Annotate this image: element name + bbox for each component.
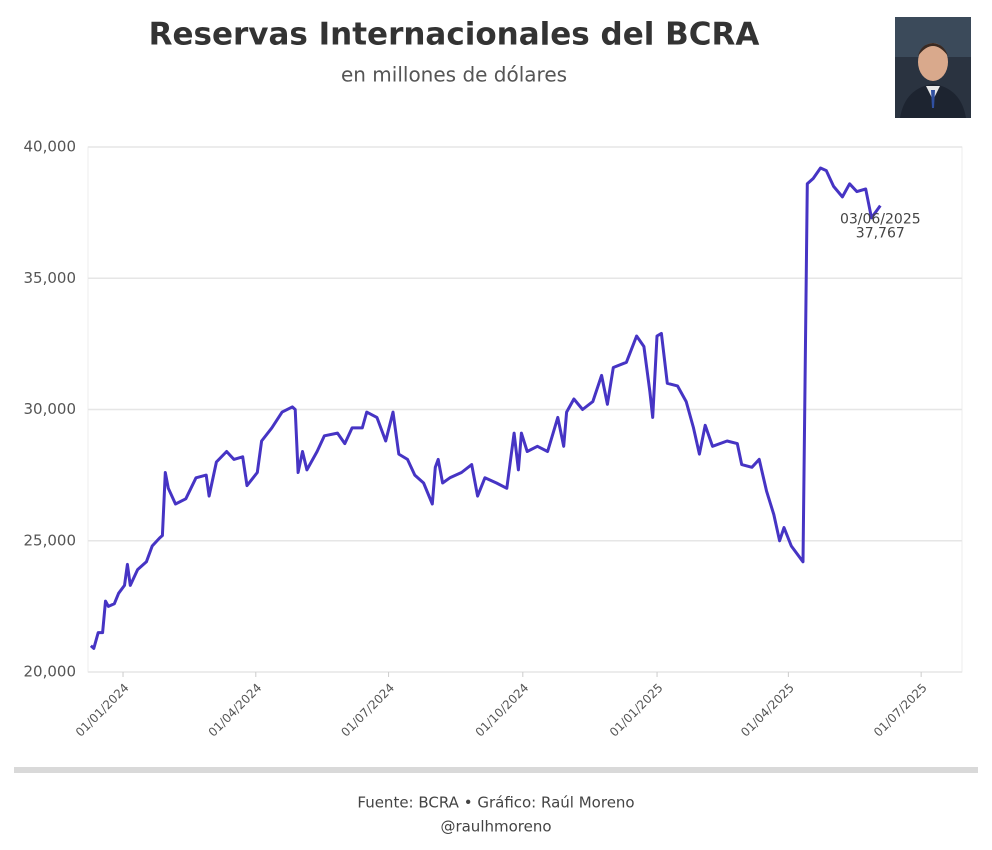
y-tick-label: 30,000 bbox=[24, 400, 77, 418]
y-tick-label: 25,000 bbox=[24, 531, 77, 549]
author-photo bbox=[895, 17, 971, 118]
chart-subtitle: en millones de dólares bbox=[341, 63, 567, 87]
chart-title: Reservas Internacionales del BCRA bbox=[149, 17, 760, 53]
y-tick-label: 20,000 bbox=[24, 663, 77, 681]
annotation-value: 37,767 bbox=[856, 226, 905, 242]
y-tick-label: 35,000 bbox=[24, 269, 77, 287]
annotation-date: 03/06/2025 bbox=[840, 212, 921, 228]
handle: @raulhmoreno bbox=[440, 818, 551, 836]
series-line bbox=[89, 166, 882, 650]
source: Fuente: BCRA • Gráfico: Raúl Moreno bbox=[357, 794, 634, 812]
divider bbox=[14, 767, 978, 773]
y-tick-label: 40,000 bbox=[24, 138, 77, 156]
